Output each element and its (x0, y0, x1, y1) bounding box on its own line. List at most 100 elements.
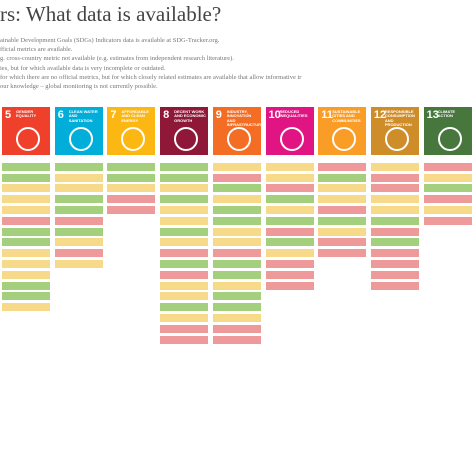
goal-label: CLIMATE ACTION (437, 109, 456, 119)
indicator-cell (2, 205, 50, 214)
goal-number: 9 (215, 109, 222, 121)
indicator-cell (2, 259, 50, 268)
indicator-cell (160, 281, 209, 290)
goal-icon: 10 REDUCED INEQUALITIES (265, 107, 314, 155)
indicator-cell (370, 249, 419, 258)
goal-icon: 9 INDUSTRY, INNOVATION AND INFRASTRUCTURE (212, 107, 261, 155)
indicator-cell (54, 184, 103, 193)
indicator-cell (265, 249, 314, 258)
indicator-cell (265, 216, 314, 225)
spacer (55, 155, 103, 160)
spacer (213, 155, 261, 160)
indicator-cell (318, 227, 367, 236)
description-line: g. cross-country metric not available (e… (0, 55, 234, 63)
indicator-cell (160, 173, 209, 182)
indicator-cell (212, 184, 261, 193)
goal-number: 8 (163, 109, 170, 121)
description-line: ainable Development Goals (SDGs) Indicat… (0, 37, 220, 44)
indicator-cell (265, 227, 314, 236)
indicator-cell (318, 173, 367, 182)
goal-icon: 12 RESPONSIBLE CONSUMPTION AND PRODUCTION (370, 107, 419, 155)
goal-label: GENDER EQUALITY (16, 109, 37, 119)
indicator-cell (107, 195, 156, 204)
goal-number: 11 (321, 109, 333, 121)
indicator-cell (212, 303, 261, 312)
indicator-cell (2, 303, 50, 312)
goal-column: 8 DECENT WORK AND ECONOMIC GROWTH (160, 107, 209, 344)
indicator-cell (318, 216, 367, 225)
goal-column: 11 SUSTAINABLE CITIES AND COMMUNITIES (318, 107, 367, 258)
indicator-cell (212, 270, 261, 279)
indicator-cell (265, 238, 314, 247)
indicator-cell (212, 324, 261, 333)
goal-label: CLEAN WATER AND SANITATION (68, 109, 98, 123)
indicator-cell (107, 184, 156, 193)
indicator-cell (212, 227, 261, 236)
indicator-cell (54, 173, 103, 182)
goal-glyph (332, 127, 357, 151)
indicator-cell (423, 173, 472, 182)
spacer (371, 155, 419, 160)
indicator-cell (212, 238, 261, 247)
goal-icon: 11 SUSTAINABLE CITIES AND COMMUNITIES (318, 107, 367, 155)
indicator-cell (2, 238, 50, 247)
indicator-cell (107, 205, 156, 214)
goal-column: 10 REDUCED INEQUALITIES (265, 107, 314, 290)
indicator-cell (160, 162, 209, 171)
goal-number: 7 (110, 109, 117, 121)
indicator-cell (107, 173, 156, 182)
description-line: our knowledge – global monitoring is not… (0, 83, 158, 90)
indicator-cell (212, 195, 261, 204)
indicator-cell (160, 313, 209, 322)
indicator-cell (265, 173, 314, 182)
indicator-cell (370, 238, 419, 247)
goal-label: REDUCED INEQUALITIES (279, 109, 308, 119)
goal-column: 9 INDUSTRY, INNOVATION AND INFRASTRUCTURE (212, 107, 261, 344)
indicator-cell (54, 259, 103, 268)
goal-glyph (384, 127, 409, 151)
indicator-cell (160, 184, 209, 193)
indicator-cell (265, 195, 314, 204)
spacer (107, 155, 155, 160)
indicator-cell (265, 205, 314, 214)
indicator-cell (370, 173, 419, 182)
indicator-cell (212, 335, 261, 344)
indicator-cell (54, 238, 103, 247)
indicator-cell (2, 195, 50, 204)
indicator-cell (212, 205, 261, 214)
indicator-cell (318, 205, 367, 214)
indicator-cell (2, 249, 50, 258)
indicator-cell (370, 281, 419, 290)
goal-icon: 7 AFFORDABLE AND CLEAN ENERGY (107, 107, 156, 155)
indicator-cell (54, 195, 103, 204)
goal-glyph (174, 127, 199, 151)
spacer (266, 155, 314, 160)
goal-number: 6 (57, 109, 64, 121)
indicator-cell (54, 162, 103, 171)
title: rs: What data is available? (0, 2, 222, 26)
goal-number: 12 (373, 109, 387, 121)
goal-glyph (121, 127, 146, 151)
indicator-cell (2, 162, 50, 171)
goal-column: 7 AFFORDABLE AND CLEAN ENERGY (107, 107, 156, 214)
description-line: fficial metrics are available. (0, 46, 73, 54)
indicator-cell (160, 205, 209, 214)
indicator-cell (370, 270, 419, 279)
goal-label: DECENT WORK AND ECONOMIC GROWTH (174, 109, 206, 123)
goal-glyph (279, 127, 304, 151)
indicator-cell (423, 184, 472, 193)
indicator-cell (160, 227, 209, 236)
indicator-cell (160, 335, 209, 344)
indicator-cell (107, 162, 156, 171)
indicator-cell (160, 195, 209, 204)
indicator-cell (212, 259, 261, 268)
indicator-cell (370, 162, 419, 171)
spacer (318, 155, 366, 160)
goal-column: 5 GENDER EQUALITY (2, 107, 50, 312)
goal-label: AFFORDABLE AND CLEAN ENERGY (121, 109, 149, 123)
indicator-cell (370, 227, 419, 236)
indicator-cell (160, 270, 209, 279)
indicator-cell (370, 205, 419, 214)
indicator-cell (2, 270, 50, 279)
